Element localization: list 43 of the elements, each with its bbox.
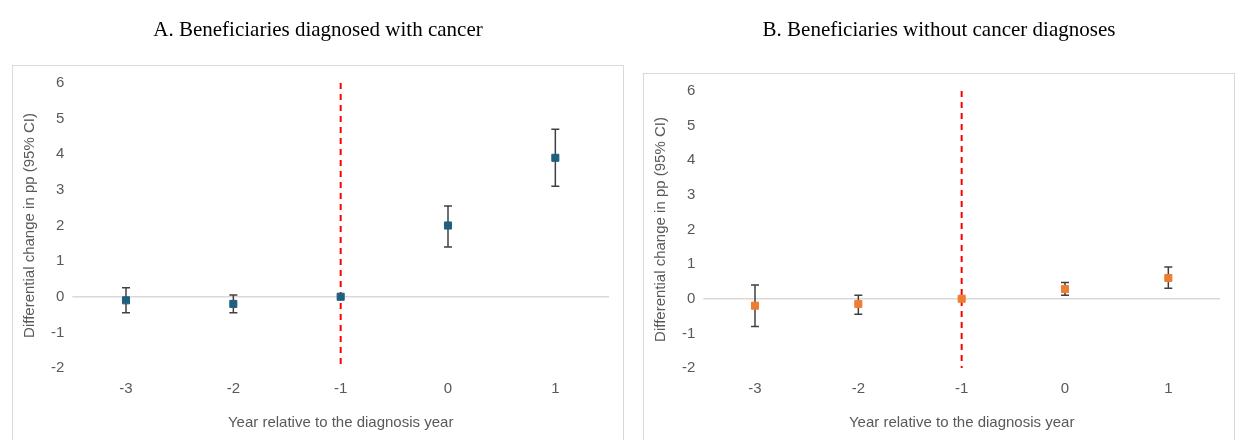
- y-tick-label: 3: [55, 180, 65, 198]
- x-tick-label: 0: [443, 379, 453, 397]
- point: [854, 299, 863, 308]
- y-tick-label: 4: [55, 144, 65, 162]
- y-tick-label: 5: [686, 115, 696, 133]
- y-axis-title: Differential change in pp (95% CI): [651, 117, 669, 342]
- y-tick-label: -1: [50, 322, 65, 340]
- point: [750, 301, 760, 310]
- x-tick-label: -1: [955, 379, 969, 397]
- y-tick-label: 2: [55, 215, 65, 233]
- x-tick-label: 0: [1060, 379, 1070, 397]
- x-tick-label: -2: [226, 379, 241, 397]
- y-tick-label: 1: [686, 254, 696, 272]
- x-axis-title: Year relative to the diagnosis year: [227, 413, 454, 431]
- y-tick-label: -2: [50, 358, 65, 376]
- x-tick-label: -3: [119, 379, 133, 397]
- y-tick-label: 6: [686, 81, 696, 99]
- y-tick-label: 1: [55, 251, 65, 269]
- point: [957, 294, 966, 303]
- x-tick-label: 1: [551, 379, 560, 397]
- y-tick-label: 0: [55, 286, 65, 304]
- y-tick-label: 4: [686, 150, 696, 168]
- x-tick-label: -1: [334, 379, 348, 397]
- point: [1164, 273, 1173, 283]
- y-tick-label: -1: [681, 323, 696, 341]
- x-tick-label: 1: [1164, 379, 1173, 397]
- y-tick-label: -2: [681, 358, 696, 376]
- chart-title: A. Beneficiaries diagnosed with cancer: [152, 16, 484, 43]
- y-axis-title: Differential change in pp (95% CI): [20, 113, 38, 338]
- point: [551, 153, 560, 162]
- x-axis-title: Year relative to the diagnosis year: [848, 413, 1075, 431]
- y-tick-label: 3: [686, 185, 696, 203]
- x-tick-label: -3: [748, 379, 762, 397]
- y-tick-label: 0: [686, 288, 696, 306]
- point: [229, 299, 238, 308]
- y-tick-label: 2: [686, 219, 696, 237]
- point: [121, 296, 131, 305]
- y-tick-label: 6: [55, 73, 65, 91]
- point: [443, 221, 453, 230]
- y-tick-label: 5: [55, 108, 65, 126]
- point: [336, 292, 345, 301]
- chart-title: B. Beneficiaries without cancer diagnoses: [761, 16, 1117, 43]
- x-tick-label: -2: [851, 379, 866, 397]
